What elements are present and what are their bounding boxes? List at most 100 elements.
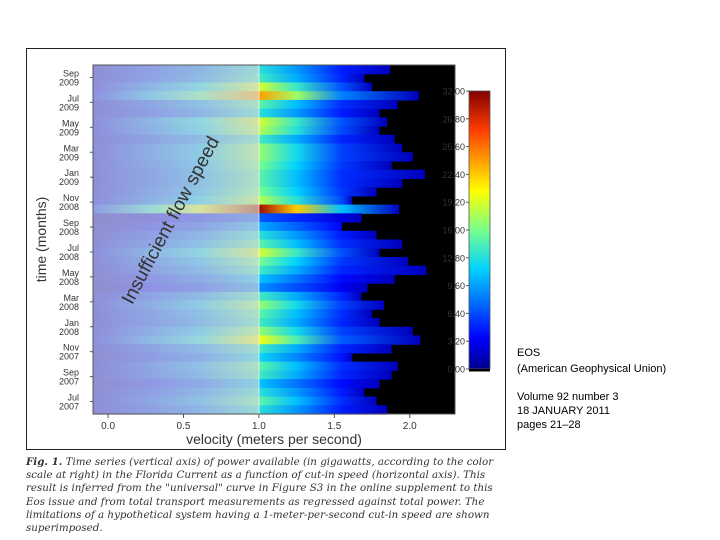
insufficient-speed-cell: [93, 335, 259, 345]
power-cell: [258, 309, 373, 319]
y-tick-year: 2008: [59, 227, 79, 237]
power-cell: [258, 126, 380, 136]
y-tick-month: Nov: [63, 343, 80, 353]
insufficient-speed-cell: [93, 283, 259, 293]
power-cell: [258, 256, 409, 267]
power-cell: [258, 370, 392, 380]
insufficient-speed-cell: [93, 274, 259, 284]
insufficient-speed-cell: [93, 300, 259, 310]
y-tick-year: 2008: [59, 202, 79, 212]
colorbar-tick-label: 16.00: [442, 226, 465, 236]
insufficient-speed-cell: [93, 204, 259, 214]
power-cell: [258, 152, 413, 162]
y-tick-year: 2009: [59, 152, 79, 162]
power-cell: [258, 82, 373, 92]
insufficient-speed-cell: [93, 396, 259, 406]
colorbar-tick-label: 6.40: [447, 309, 465, 319]
insufficient-speed-cell: [93, 117, 259, 127]
power-cell: [258, 108, 380, 118]
insufficient-speed-cell: [93, 361, 259, 371]
power-cell: [258, 396, 377, 406]
power-cell: [258, 326, 413, 337]
power-cell: [258, 213, 362, 223]
caption-lead: Fig. 1.: [26, 456, 63, 468]
power-cell: [258, 379, 380, 389]
insufficient-speed-cell: [93, 73, 259, 84]
power-cell: [258, 204, 400, 214]
colorbar-tick-label: 0.00: [447, 365, 465, 375]
caption-text: Time series (vertical axis) of power ava…: [26, 456, 494, 535]
power-cell: [258, 230, 377, 241]
power-cell: [258, 91, 419, 101]
power-cell: [258, 160, 392, 171]
insufficient-speed-cell: [93, 91, 259, 101]
y-tick-year: 2008: [59, 277, 79, 287]
insufficient-speed-cell: [93, 318, 259, 328]
power-cell: [258, 187, 377, 197]
insufficient-speed-cell: [93, 256, 259, 267]
power-cell: [258, 248, 380, 258]
power-cell: [258, 283, 368, 293]
power-cell: [258, 300, 385, 310]
insufficient-speed-cell: [93, 82, 259, 92]
x-tick-label: 2.0: [403, 421, 417, 432]
power-cell: [258, 291, 362, 302]
insufficient-speed-cell: [93, 230, 259, 241]
power-cell: [258, 344, 392, 354]
y-tick-year: 2007: [59, 377, 79, 387]
power-cell: [258, 65, 391, 75]
y-tick-month: Sep: [63, 218, 79, 228]
y-tick-year: 2009: [59, 77, 79, 87]
insufficient-speed-cell: [93, 248, 259, 258]
x-tick-label: 1.5: [327, 421, 341, 432]
y-tick-year: 2009: [59, 102, 79, 112]
power-cell: [258, 178, 403, 188]
x-tick-label: 1.0: [252, 421, 266, 432]
colorbar-tick-label: 12.80: [442, 253, 465, 263]
insufficient-speed-cell: [93, 169, 259, 180]
y-tick-month: Jul: [67, 243, 79, 253]
insufficient-speed-cell: [93, 239, 259, 249]
insufficient-speed-cell: [93, 143, 259, 153]
y-tick-month: Jul: [67, 393, 79, 403]
colorbar-tick-label: 25.60: [442, 142, 465, 152]
insufficient-speed-cell: [93, 160, 259, 171]
power-cell: [258, 387, 365, 398]
y-tick-year: 2007: [59, 402, 79, 412]
y-tick-month: Jan: [64, 318, 79, 328]
insufficient-speed-cell: [93, 291, 259, 302]
power-cell: [258, 195, 353, 206]
y-tick-year: 2008: [59, 327, 79, 337]
power-cell: [258, 335, 421, 345]
power-cell: [258, 117, 388, 127]
insufficient-speed-cell: [93, 352, 259, 363]
x-axis-label: velocity (meters per second): [186, 431, 362, 447]
insufficient-speed-cell: [93, 195, 259, 206]
colorbar: [468, 90, 491, 370]
insufficient-speed-cell: [93, 309, 259, 319]
insufficient-speed-cell: [93, 387, 259, 398]
power-cell: [258, 265, 427, 275]
power-cell: [258, 274, 395, 284]
y-tick-month: May: [62, 118, 80, 128]
journal-pages: pages 21–28: [517, 419, 581, 431]
y-tick-year: 2007: [59, 352, 79, 362]
colorbar-tick-label: 32.00: [442, 87, 465, 97]
journal-date: 18 JANUARY 2011: [517, 405, 610, 417]
y-tick-month: Jan: [64, 168, 79, 178]
power-cell: [258, 99, 398, 110]
power-cell: [258, 143, 403, 153]
power-cell: [258, 352, 353, 363]
x-tick-label: 0.5: [177, 421, 191, 432]
insufficient-speed-cell: [93, 65, 259, 75]
plot-border: [92, 64, 456, 415]
power-cell: [258, 134, 395, 145]
figure-caption: Fig. 1. Time series (vertical axis) of p…: [26, 456, 506, 535]
y-tick-month: Sep: [63, 368, 79, 378]
journal-name: EOS: [517, 347, 541, 359]
y-tick-year: 2008: [59, 252, 79, 262]
insufficient-speed-cell: [93, 134, 259, 145]
y-tick-month: Jul: [67, 93, 79, 103]
insufficient-speed-cell: [93, 405, 259, 415]
y-tick-month: Sep: [63, 68, 79, 78]
